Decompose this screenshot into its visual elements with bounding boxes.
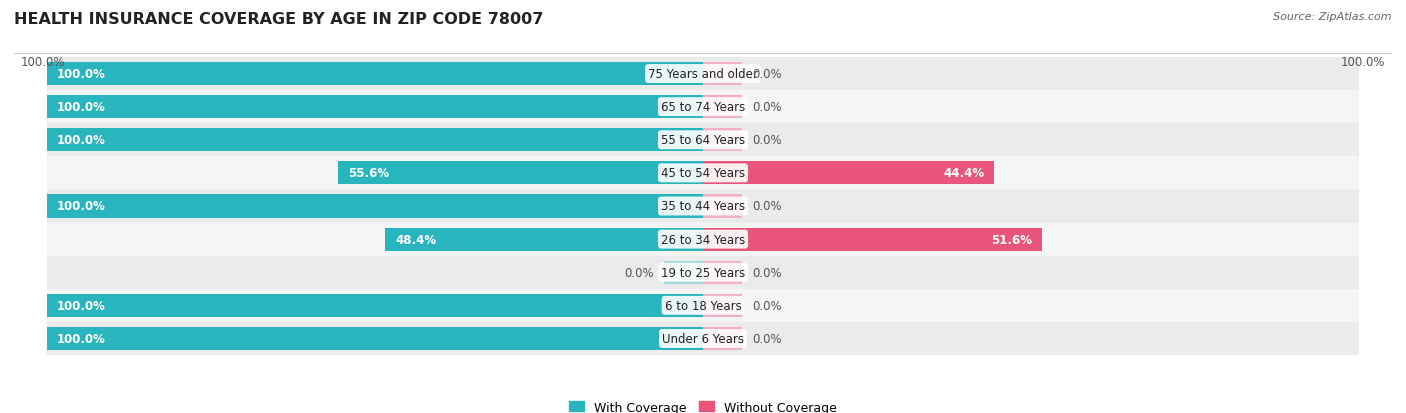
Bar (703, 327, 742, 350)
Bar (46, 58, 1360, 91)
Bar (46, 322, 1360, 355)
Text: 55 to 64 Years: 55 to 64 Years (661, 134, 745, 147)
Text: 55.6%: 55.6% (349, 167, 389, 180)
Bar (46, 294, 703, 317)
Bar (46, 63, 703, 86)
Bar (46, 190, 1360, 223)
Text: 0.0%: 0.0% (752, 101, 782, 114)
Legend: With Coverage, Without Coverage: With Coverage, Without Coverage (569, 401, 837, 413)
Bar (703, 63, 742, 86)
Text: 0.0%: 0.0% (624, 266, 654, 279)
Bar (46, 129, 703, 152)
Text: Under 6 Years: Under 6 Years (662, 332, 744, 345)
Bar (703, 96, 742, 119)
Text: 100.0%: 100.0% (56, 101, 105, 114)
Text: 0.0%: 0.0% (752, 299, 782, 312)
Text: 100.0%: 100.0% (1341, 55, 1385, 69)
Text: 44.4%: 44.4% (943, 167, 984, 180)
Text: 100.0%: 100.0% (56, 299, 105, 312)
Text: 65 to 74 Years: 65 to 74 Years (661, 101, 745, 114)
Text: 35 to 44 Years: 35 to 44 Years (661, 200, 745, 213)
Text: 100.0%: 100.0% (56, 68, 105, 81)
Text: 100.0%: 100.0% (21, 55, 65, 69)
Bar (703, 162, 994, 185)
Bar (664, 261, 703, 284)
Text: 100.0%: 100.0% (56, 134, 105, 147)
Text: 100.0%: 100.0% (56, 200, 105, 213)
Bar (46, 223, 1360, 256)
Text: 100.0%: 100.0% (56, 332, 105, 345)
Text: 51.6%: 51.6% (991, 233, 1032, 246)
Text: 0.0%: 0.0% (752, 134, 782, 147)
Bar (339, 162, 703, 185)
Bar (46, 96, 703, 119)
Text: 0.0%: 0.0% (752, 68, 782, 81)
Text: 0.0%: 0.0% (752, 266, 782, 279)
Bar (385, 228, 703, 251)
Text: 19 to 25 Years: 19 to 25 Years (661, 266, 745, 279)
Text: 48.4%: 48.4% (395, 233, 436, 246)
Bar (46, 289, 1360, 322)
Text: 6 to 18 Years: 6 to 18 Years (665, 299, 741, 312)
Text: 0.0%: 0.0% (752, 200, 782, 213)
Bar (46, 327, 703, 350)
Bar (703, 195, 742, 218)
Text: 0.0%: 0.0% (752, 332, 782, 345)
Bar (703, 261, 742, 284)
Text: 75 Years and older: 75 Years and older (648, 68, 758, 81)
Bar (46, 124, 1360, 157)
Bar (46, 256, 1360, 289)
Text: HEALTH INSURANCE COVERAGE BY AGE IN ZIP CODE 78007: HEALTH INSURANCE COVERAGE BY AGE IN ZIP … (14, 12, 544, 27)
Bar (46, 91, 1360, 124)
Bar (46, 157, 1360, 190)
Text: 45 to 54 Years: 45 to 54 Years (661, 167, 745, 180)
Bar (703, 228, 1042, 251)
Bar (703, 294, 742, 317)
Text: 26 to 34 Years: 26 to 34 Years (661, 233, 745, 246)
Bar (46, 195, 703, 218)
Text: Source: ZipAtlas.com: Source: ZipAtlas.com (1274, 12, 1392, 22)
Bar (703, 129, 742, 152)
